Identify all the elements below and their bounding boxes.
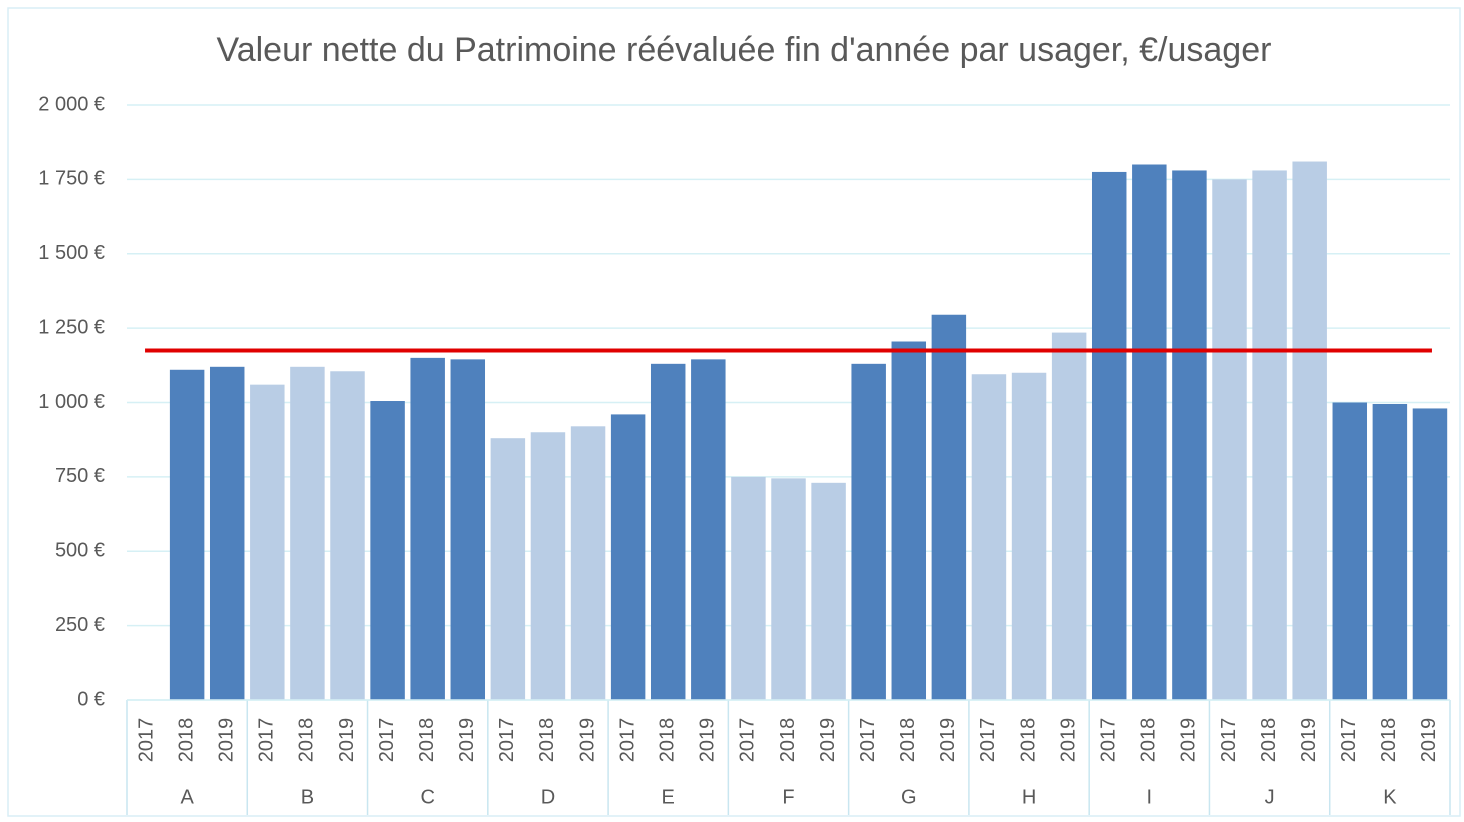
bar [650,363,686,700]
x-tick-label: 2019 [216,718,238,763]
x-tick-label: 2018 [1378,718,1400,763]
bar [410,357,445,700]
x-tick-label: 2017 [857,718,879,763]
x-tick-label: 2018 [657,718,679,763]
group-label: E [662,786,675,808]
y-tick-label: 500 € [55,540,105,562]
x-tick-label: 2018 [536,718,558,763]
x-tick-label: 2018 [296,718,318,763]
x-tick-label: 2017 [1218,718,1240,763]
bar [1051,332,1087,700]
bar [610,414,646,700]
x-tick-label: 2019 [1057,718,1079,763]
bar [530,432,566,700]
x-tick-label: 2017 [1098,718,1120,763]
x-tick-label: 2019 [456,718,478,763]
x-tick-label: 2019 [1178,718,1200,763]
x-tick-label: 2019 [1298,718,1320,763]
x-tick-label: 2017 [1338,718,1360,763]
x-tick-label: 2017 [737,718,759,763]
x-tick-label: 2019 [937,718,959,763]
group-label: I [1147,786,1153,808]
bar [290,366,325,700]
bar [731,476,766,700]
bar [169,369,205,700]
y-tick-label: 750 € [55,465,105,487]
bar [891,341,927,700]
y-tick-label: 1 750 € [38,168,105,190]
group-label: K [1383,786,1397,808]
x-tick-label: 2019 [576,718,598,763]
x-tick-label: 2018 [897,718,919,763]
group-label: D [541,786,555,808]
x-tick-label: 2017 [977,718,999,763]
bar [851,363,886,700]
bar [971,374,1007,700]
bar [1132,164,1167,700]
x-tick-label: 2018 [1138,718,1160,763]
x-tick-label: 2019 [336,718,358,763]
bar [250,384,285,700]
bar [1212,179,1247,700]
group-label: J [1265,786,1275,808]
bar [1252,170,1287,700]
bar [1372,403,1408,700]
bar [1412,408,1448,700]
group-label: C [420,786,434,808]
group-label: F [782,786,794,808]
x-tick-label: 2017 [616,718,638,763]
y-tick-label: 1 250 € [38,316,105,338]
x-tick-label: 2017 [135,718,157,763]
bar [450,359,486,700]
group-label: H [1022,786,1036,808]
x-tick-label: 2018 [175,718,197,763]
y-tick-label: 1 000 € [38,391,105,413]
x-tick-label: 2019 [697,718,719,763]
x-tick-label: 2017 [256,718,278,763]
y-tick-label: 2 000 € [38,93,105,115]
bar [1172,170,1207,700]
group-label: A [180,786,194,808]
y-tick-label: 250 € [55,614,105,636]
bar [1091,171,1127,700]
bar [931,314,967,700]
x-tick-label: 2019 [817,718,839,763]
bar [1011,372,1047,700]
x-tick-label: 2017 [496,718,518,763]
bar [490,438,526,700]
x-tick-label: 2018 [777,718,799,763]
y-tick-label: 0 € [77,688,105,710]
chart-title: Valeur nette du Patrimoine réévaluée fin… [217,31,1272,69]
bar [1292,161,1327,700]
bar [771,478,806,700]
group-label: G [901,786,917,808]
x-tick-label: 2018 [1017,718,1039,763]
bar [691,359,726,700]
group-label: B [301,786,314,808]
x-tick-label: 2019 [1418,718,1440,763]
bar [1332,402,1368,700]
x-tick-label: 2017 [376,718,398,763]
x-tick-label: 2018 [1258,718,1280,763]
y-tick-label: 1 500 € [38,242,105,264]
bar [811,482,846,700]
bar [570,426,606,700]
bar [209,366,245,700]
x-tick-label: 2018 [416,718,438,763]
bar [370,401,405,700]
bar [330,371,365,700]
